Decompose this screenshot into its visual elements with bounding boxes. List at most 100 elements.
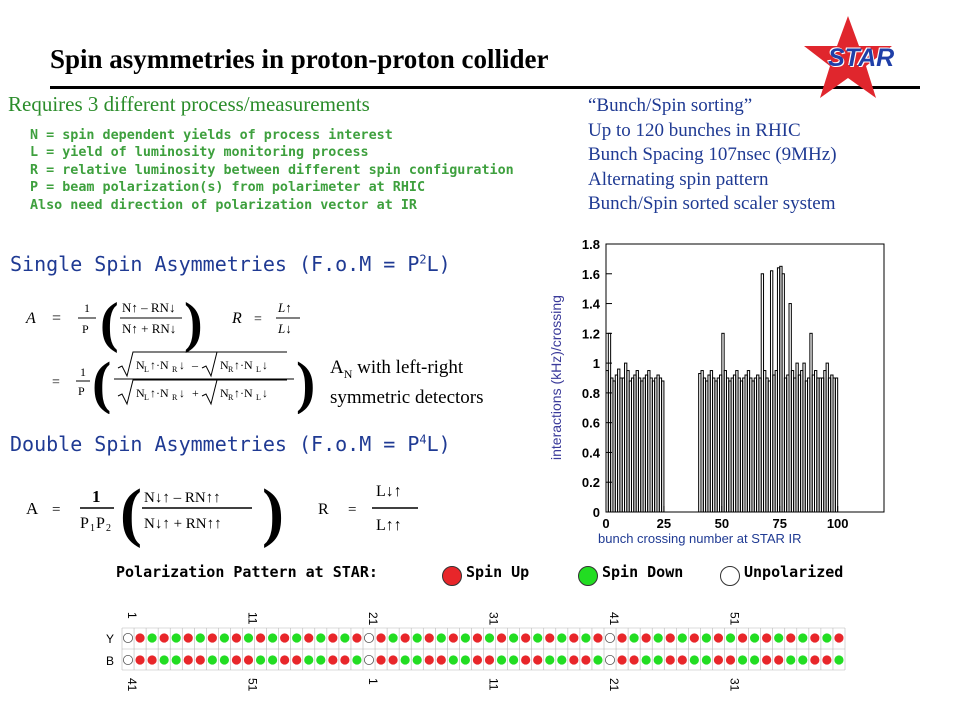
- spin-up-bunch: [159, 633, 169, 643]
- bunch-info-line: Alternating spin pattern: [588, 168, 769, 190]
- spin-down-bunch: [701, 655, 712, 665]
- svg-text:↑·N: ↑·N: [234, 358, 253, 372]
- spin-down-bunch: [557, 655, 567, 665]
- spin-down-bunch: [786, 655, 796, 665]
- spin-down-bunch: [653, 633, 663, 643]
- spin-down-bunch: [533, 633, 543, 643]
- y-tick-label: 1.6: [582, 267, 600, 282]
- spin-up-bunch: [376, 633, 386, 643]
- y-tick-label: 0: [593, 505, 600, 520]
- spin-up-bunch: [135, 633, 145, 643]
- definition-p: P = beam polarization(s) from polarimete…: [30, 180, 426, 196]
- spin-down-bunch: [689, 655, 699, 665]
- title-underline: [50, 86, 920, 89]
- spin-up-bunch: [810, 633, 820, 643]
- spin-up-bunch: [725, 655, 736, 665]
- spin-down-bunch: [557, 633, 567, 643]
- svg-text:(: (: [100, 292, 119, 354]
- top-bunch-number: 31: [487, 612, 501, 626]
- spin-down-bunch: [171, 633, 181, 643]
- spin-down-bunch: [219, 633, 229, 643]
- legend-spin-up: Spin Up: [466, 563, 530, 581]
- double-spin-heading-sup: 4: [419, 432, 427, 447]
- spin-down-bunch: [725, 633, 736, 643]
- svg-text:1: 1: [84, 301, 90, 315]
- svg-text:L: L: [144, 365, 149, 374]
- svg-text:2: 2: [106, 523, 111, 534]
- chart-x-label: bunch crossing number at STAR IR: [598, 531, 802, 546]
- svg-text:↑·N: ↑·N: [150, 358, 169, 372]
- svg-text:N↑ – RN↓: N↑ – RN↓: [122, 300, 175, 315]
- spin-up-bunch: [255, 633, 266, 643]
- unpolarized-swatch: [720, 566, 740, 586]
- svg-text:1: 1: [92, 487, 101, 506]
- y-tick-label: 0.8: [582, 386, 600, 401]
- y-tick-label: 0.6: [582, 416, 600, 431]
- spin-up-bunch: [243, 655, 254, 665]
- svg-text:↓: ↓: [179, 358, 185, 372]
- spin-down-bunch: [593, 655, 603, 665]
- spin-up-bunch: [484, 655, 495, 665]
- an-note-a: A: [330, 357, 344, 378]
- spin-up-bunch: [496, 633, 507, 643]
- definition-r: R = relative luminosity between differen…: [30, 162, 514, 178]
- spin-down-bunch: [340, 633, 350, 643]
- an-note-line2: symmetric detectors: [330, 386, 484, 408]
- svg-text:N: N: [136, 358, 145, 372]
- spin-up-bunch: [388, 655, 398, 665]
- spin-up-bunch: [231, 655, 242, 665]
- definition-l: L = yield of luminosity monitoring proce…: [30, 145, 369, 161]
- spin-up-bunch: [665, 633, 675, 643]
- spin-up-bunch: [207, 633, 217, 643]
- spin-up-bunch: [183, 633, 193, 643]
- double-spin-heading-tail: L): [426, 432, 451, 456]
- svg-text:↑·N: ↑·N: [150, 386, 169, 400]
- bar: [834, 377, 839, 513]
- svg-text:L↑: L↑: [277, 300, 292, 315]
- svg-text:L: L: [144, 393, 149, 402]
- bottom-bunch-number: 11: [487, 678, 501, 691]
- svg-text:): ): [262, 476, 284, 549]
- svg-text:): ): [296, 350, 315, 414]
- y-tick-label: 1.4: [582, 297, 601, 312]
- spin-down-bunch: [798, 633, 808, 643]
- spin-up-bunch: [521, 655, 531, 665]
- bottom-bunch-number: 41: [125, 678, 139, 692]
- spin-down-bunch: [316, 633, 326, 643]
- spin-up-bunch: [231, 633, 242, 643]
- spin-down-bunch: [834, 655, 844, 665]
- unpolarized-bunch: [122, 633, 133, 644]
- chart-y-label: interactions (kHz)/crossing: [548, 295, 564, 460]
- spin-down-bunch: [750, 633, 760, 643]
- unpolarized-bunch: [363, 655, 374, 666]
- svg-text:R: R: [172, 393, 178, 402]
- bunch-info-line: Bunch/Spin sorted scaler system: [588, 193, 836, 214]
- y-tick-label: 0.4: [582, 445, 601, 460]
- svg-text:R: R: [228, 365, 234, 374]
- spin-up-bunch: [352, 633, 362, 643]
- svg-text:(: (: [92, 350, 111, 414]
- bottom-bunch-number: 1: [366, 678, 380, 685]
- spin-down-bunch: [774, 633, 784, 643]
- single-spin-formula-a: A = 1 P ( N↑ – RN↓ N↑ + RN↓ ) R = L↑ L↓: [25, 292, 300, 354]
- spin-up-bunch: [472, 633, 483, 643]
- y-tick-label: 1.2: [582, 326, 600, 341]
- spin-up-bunch: [593, 633, 603, 643]
- svg-text:R: R: [318, 501, 329, 518]
- x-tick-label: 100: [827, 516, 849, 531]
- svg-text:L↓: L↓: [277, 321, 292, 336]
- spin-down-bunch: [268, 655, 278, 665]
- spin-up-bunch: [762, 633, 772, 643]
- spin-up-bunch: [436, 655, 446, 665]
- spin-up-bunch: [810, 655, 820, 665]
- spin-down-bunch: [653, 655, 663, 665]
- spin-down-bunch: [484, 633, 495, 643]
- spin-down-bunch: [822, 633, 832, 643]
- x-tick-label: 75: [773, 516, 787, 531]
- double-spin-heading: Double Spin Asymmetries (F.o.M = P4L): [10, 432, 451, 456]
- svg-text:R: R: [172, 365, 178, 374]
- spin-up-bunch: [472, 655, 483, 665]
- top-bunch-number: 51: [728, 612, 742, 626]
- svg-text:+: +: [192, 386, 199, 400]
